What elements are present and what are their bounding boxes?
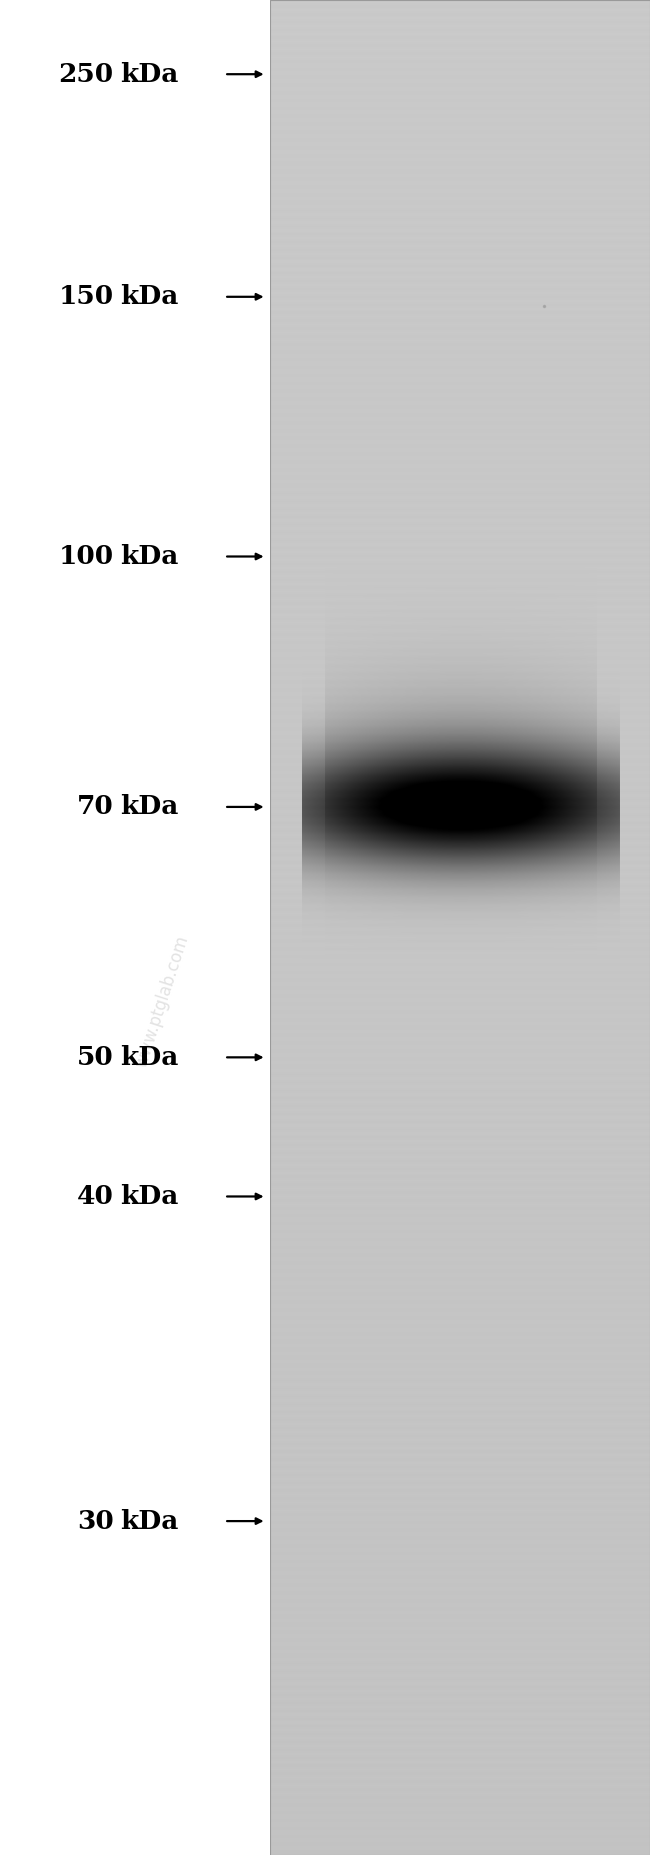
Text: kDa: kDa [120, 61, 179, 87]
Text: 50: 50 [77, 1044, 114, 1070]
Text: kDa: kDa [120, 1183, 179, 1209]
Text: 100: 100 [58, 544, 114, 569]
Text: kDa: kDa [120, 794, 179, 820]
Text: 70: 70 [77, 794, 114, 820]
Text: kDa: kDa [120, 1044, 179, 1070]
Text: 40: 40 [77, 1183, 114, 1209]
Text: 250: 250 [58, 61, 114, 87]
Text: kDa: kDa [120, 544, 179, 569]
Text: kDa: kDa [120, 284, 179, 310]
Text: kDa: kDa [120, 1508, 179, 1534]
Text: www.ptglab.com: www.ptglab.com [132, 933, 192, 1070]
Text: 30: 30 [77, 1508, 114, 1534]
Text: 150: 150 [58, 284, 114, 310]
